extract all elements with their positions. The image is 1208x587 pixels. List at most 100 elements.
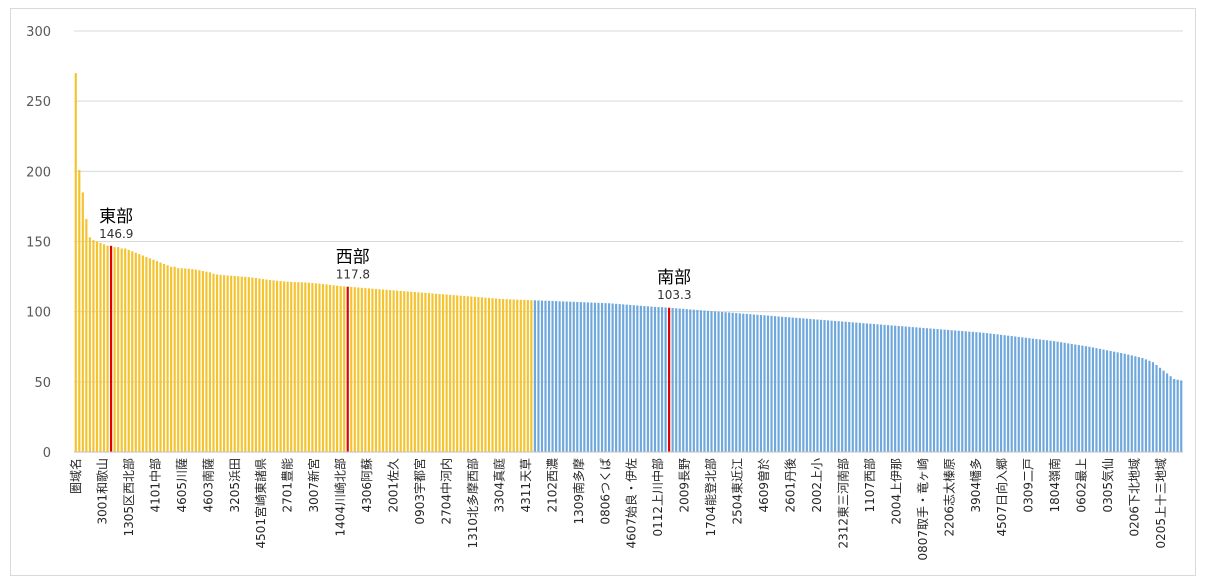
bar — [855, 322, 858, 452]
bars — [74, 73, 1183, 452]
bar — [717, 311, 720, 452]
bar — [742, 313, 745, 452]
bar — [625, 304, 628, 452]
bar — [145, 256, 148, 452]
bar — [498, 298, 501, 452]
bar — [777, 316, 780, 452]
bar — [1169, 376, 1172, 452]
bar — [710, 311, 713, 452]
bar — [615, 303, 618, 452]
bar — [350, 286, 353, 452]
bar — [696, 309, 699, 452]
bar — [781, 316, 784, 452]
bar — [1060, 342, 1063, 452]
bar — [692, 309, 695, 452]
bar — [572, 301, 575, 452]
bar — [526, 300, 529, 452]
bar — [117, 247, 120, 452]
bar — [932, 328, 936, 452]
bar — [1007, 335, 1010, 452]
bar — [770, 315, 773, 452]
bar — [950, 330, 953, 452]
bar — [81, 192, 84, 452]
bar — [721, 311, 724, 452]
bar — [901, 326, 904, 452]
bar — [452, 295, 455, 452]
bar — [127, 249, 130, 452]
bar — [201, 270, 205, 452]
y-tick-label: 50 — [34, 376, 51, 391]
bar — [371, 288, 374, 452]
bar — [816, 319, 819, 452]
bar — [173, 266, 176, 452]
bar — [1116, 352, 1119, 452]
x-tick-label: 2206志太榛原 — [941, 458, 956, 537]
bar — [406, 291, 409, 452]
bar — [166, 265, 169, 452]
bar — [706, 310, 710, 452]
bar — [791, 317, 794, 452]
bar — [92, 240, 95, 452]
bar — [611, 303, 614, 452]
bar — [431, 293, 434, 452]
bar — [268, 279, 272, 452]
bar-chart: 0 50 100 150 200 250 300 圏域名 3001和歌山 1305区西北部 410… — [26, 25, 1183, 561]
annotation-name: 東部 — [99, 207, 133, 227]
bar — [569, 301, 572, 452]
bar — [834, 320, 837, 452]
bar — [1162, 370, 1165, 452]
bar — [929, 328, 932, 452]
bar — [1113, 351, 1116, 452]
x-tick-label: 4501宮崎東諸県 — [253, 458, 268, 549]
bar — [1003, 335, 1006, 452]
bar — [664, 307, 667, 452]
bar — [466, 296, 469, 452]
bar — [756, 314, 759, 452]
x-tick-label: 4101中部 — [147, 458, 162, 513]
bar — [604, 303, 607, 452]
bar — [353, 287, 356, 452]
bar — [555, 301, 558, 452]
x-tick-label: 0807取手・竜ヶ崎 — [916, 458, 930, 561]
bar — [682, 308, 685, 452]
bar — [646, 306, 650, 452]
bar — [523, 299, 526, 452]
bar — [805, 318, 808, 452]
bar — [1067, 343, 1070, 452]
bar — [1130, 355, 1133, 452]
x-tick-label: 3904幡多 — [968, 458, 983, 513]
bar — [420, 292, 423, 452]
bar — [759, 315, 763, 452]
bar — [198, 270, 201, 452]
x-tick-label: 0309二戸 — [1022, 458, 1036, 513]
y-tick-label: 150 — [26, 236, 51, 251]
bar — [247, 277, 250, 452]
bar — [413, 292, 416, 452]
bar — [540, 300, 544, 452]
bar — [180, 268, 183, 452]
y-axis-ticks: 0 50 100 150 200 250 300 — [26, 25, 51, 461]
x-tick-label: 2004上伊那 — [889, 458, 903, 525]
bar — [530, 300, 533, 452]
bar — [360, 287, 363, 452]
bar — [650, 306, 653, 452]
bar — [254, 277, 257, 452]
x-tick-label: 圏域名 — [68, 458, 83, 494]
x-tick-label: 4607始良・伊佐 — [624, 458, 639, 549]
bar — [752, 314, 755, 452]
annotation-value: 146.9 — [99, 227, 133, 241]
bar — [152, 259, 155, 452]
bar — [339, 286, 342, 452]
x-tick-label: 0903宇都宮 — [412, 458, 427, 525]
bar — [1000, 334, 1003, 452]
bar — [194, 269, 197, 452]
bar — [975, 332, 978, 452]
bar — [1098, 348, 1102, 452]
bar — [735, 313, 738, 452]
bar — [205, 271, 208, 452]
bar — [328, 284, 332, 452]
bar — [1105, 350, 1109, 452]
bar — [1084, 346, 1087, 452]
bar — [837, 321, 840, 452]
bar — [417, 292, 420, 452]
